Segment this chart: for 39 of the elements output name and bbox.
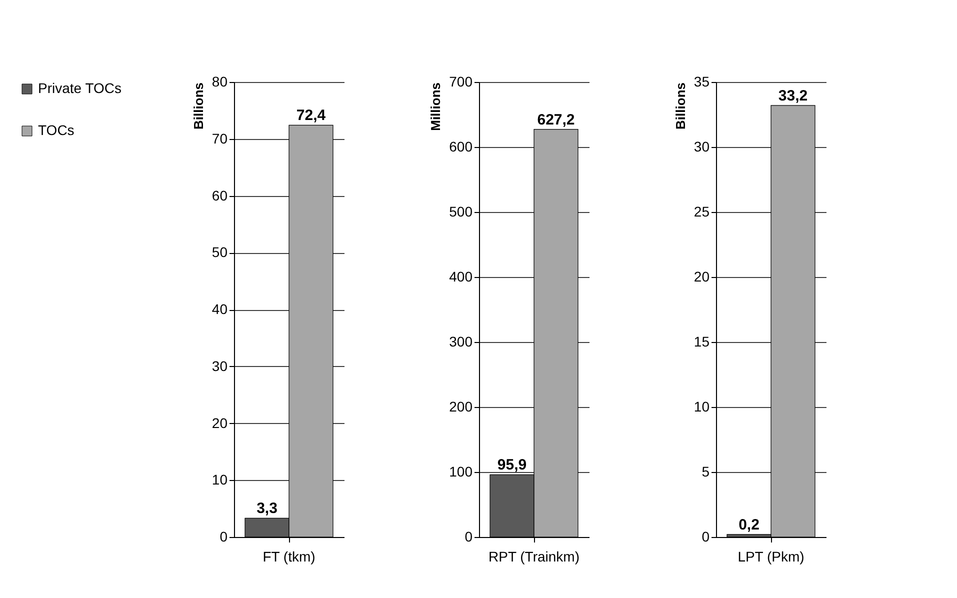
y-tick-label: 10: [694, 398, 710, 414]
y-tick-label: 700: [449, 74, 473, 90]
legend-label: Private TOCs: [38, 80, 122, 96]
x-tick-label: LPT (Pkm): [738, 548, 804, 564]
y-axis-title: Billions: [672, 82, 688, 130]
y-tick-label: 300: [449, 334, 473, 350]
y-tick-label: 600: [449, 138, 473, 154]
legend-label: TOCs: [38, 122, 74, 138]
data-label: 0,2: [738, 516, 760, 534]
y-tick-label: 10: [212, 472, 228, 488]
y-tick-label: 30: [694, 138, 710, 154]
y-tick-label: 80: [212, 74, 228, 90]
data-label: 3,3: [256, 500, 278, 518]
y-tick-label: 20: [694, 268, 710, 284]
y-tick-label: 50: [212, 244, 228, 260]
data-label: 95,9: [497, 456, 527, 474]
y-tick-label: 200: [449, 398, 473, 414]
y-tick-label: 400: [449, 268, 473, 284]
y-tick-label: 100: [449, 464, 473, 480]
y-tick-label: 25: [694, 204, 710, 220]
y-tick-label: 30: [212, 358, 228, 374]
y-axis-title: Billions: [190, 82, 206, 130]
data-label: 627,2: [537, 111, 575, 128]
y-tick-label: 5: [702, 464, 710, 480]
data-label: 33,2: [778, 87, 808, 104]
y-tick-label: 40: [212, 301, 228, 317]
y-tick-label: 70: [212, 130, 228, 146]
y-tick-label: 0: [702, 528, 710, 544]
x-tick-label: FT (tkm): [262, 548, 316, 564]
y-tick-label: 20: [212, 414, 228, 431]
x-tick-label: RPT (Trainkm): [488, 548, 580, 564]
data-label: 72,4: [296, 107, 326, 124]
y-tick-label: 35: [694, 74, 710, 90]
y-tick-label: 500: [449, 204, 473, 220]
y-tick-label: 60: [212, 187, 228, 204]
y-tick-label: 0: [220, 528, 228, 544]
y-tick-label: 0: [464, 528, 473, 544]
y-axis-title: Millions: [428, 82, 444, 131]
y-tick-label: 15: [694, 334, 710, 350]
